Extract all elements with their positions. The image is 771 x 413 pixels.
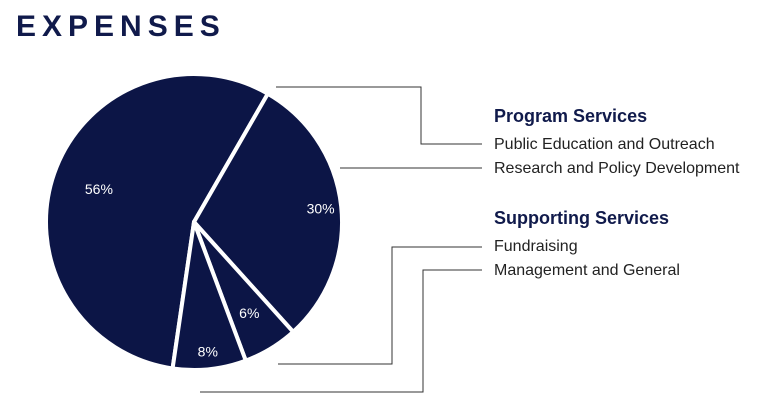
- leader-line-public-education: [276, 86, 482, 145]
- slice-label-research-and-policy-development: 30%: [307, 201, 335, 217]
- slice-label-public-education-and-outreach: 56%: [85, 181, 113, 197]
- slice-label-management-and-general: 8%: [198, 344, 218, 360]
- legend-item-research-policy: Research and Policy Development: [494, 160, 740, 177]
- leader-line-fundraising: [278, 246, 482, 365]
- leader-line-management: [200, 269, 482, 393]
- slice-labels: 56% 30% 6% 8%: [85, 181, 335, 360]
- legend-program-title: Program Services: [494, 106, 648, 126]
- pie-slice-public-education-and-outreach: [44, 72, 270, 371]
- pie-slice-research-and-policy-development: [192, 91, 344, 334]
- legend-item-public-education: Public Education and Outreach: [494, 136, 715, 153]
- chart-title: EXPENSES: [16, 10, 226, 43]
- pie-slices: [44, 72, 344, 372]
- legend-item-management: Management and General: [494, 262, 680, 279]
- legend-supporting-title: Supporting Services: [494, 208, 670, 228]
- leader-lines: [200, 86, 482, 393]
- slice-label-fundraising: 6%: [239, 305, 259, 321]
- pie-slice-management-and-general: [170, 220, 248, 372]
- legend-item-fundraising: Fundraising: [494, 238, 578, 255]
